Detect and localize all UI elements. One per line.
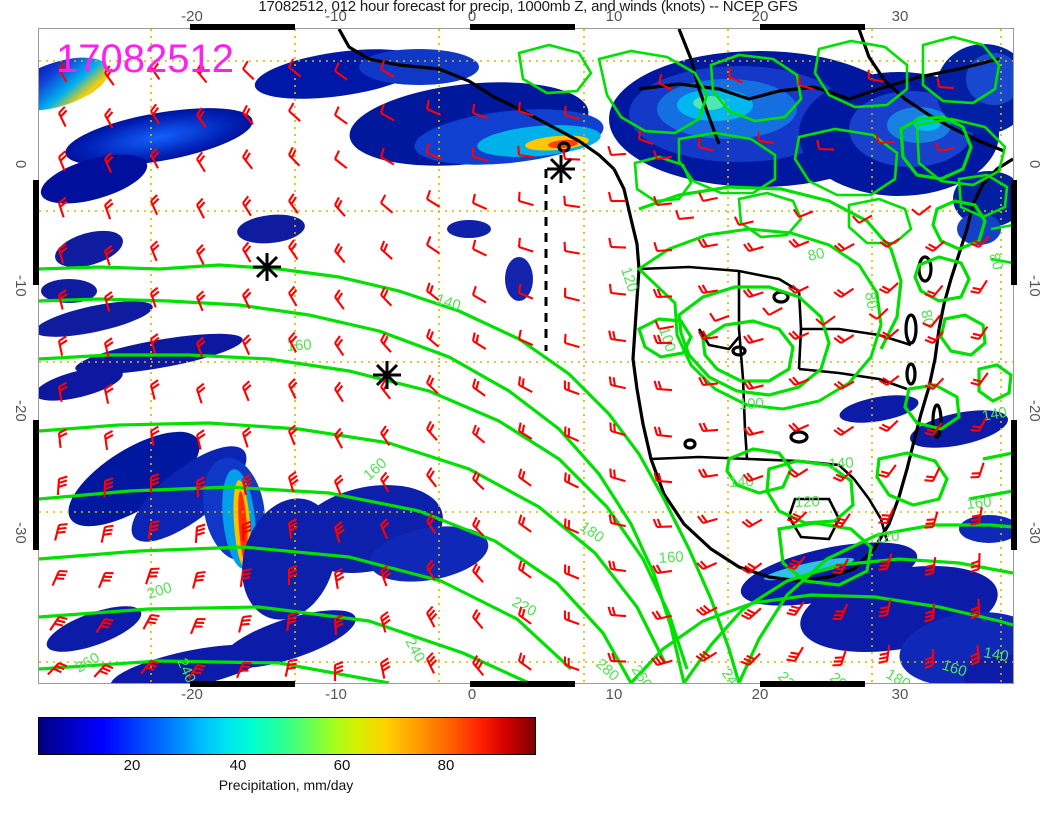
svg-text:160: 160	[940, 657, 969, 681]
map-plot-area[interactable]: 160 120 140 80 80 80 160 180 200 120 220…	[38, 28, 1014, 684]
x-tick-bottom-5: 30	[891, 686, 909, 703]
svg-text:120: 120	[617, 265, 641, 294]
svg-text:80: 80	[917, 308, 937, 328]
colorbar-tick-2: 60	[333, 757, 351, 774]
svg-text:140: 140	[982, 644, 1010, 665]
x-tick-bottom-4: 20	[751, 686, 769, 703]
svg-text:80: 80	[806, 245, 826, 265]
svg-text:140: 140	[434, 291, 463, 315]
x-tick-bottom-2: 0	[467, 686, 477, 703]
svg-text:80: 80	[985, 251, 1006, 272]
station-marker-1[interactable]	[545, 153, 577, 185]
svg-text:120: 120	[795, 493, 821, 511]
y-tick-left-1: -10	[12, 275, 29, 297]
x-tick-bottom-0: -20	[181, 686, 203, 703]
colorbar-label: Precipitation, mm/day	[218, 777, 354, 793]
x-tick-top-3: 10	[605, 8, 623, 25]
x-tick-top-0: -20	[181, 8, 203, 25]
y-tick-right-0: 0	[1026, 160, 1043, 169]
x-tick-bottom-3: 10	[605, 686, 623, 703]
y-tick-left-0: 0	[12, 160, 29, 169]
y-tick-left-2: -20	[12, 400, 29, 422]
run-timestamp-stamp: 17082512	[56, 37, 234, 81]
weather-map-svg: 160 120 140 80 80 80 160 180 200 120 220…	[39, 29, 1013, 683]
svg-text:100: 100	[655, 325, 679, 354]
page-title: 17082512, 012 hour forecast for precip, …	[258, 0, 798, 15]
svg-text:140: 140	[981, 404, 1009, 425]
x-tick-top-1: -10	[325, 8, 347, 25]
y-tick-left-3: -30	[12, 522, 29, 544]
colorbar-tick-1: 40	[229, 757, 247, 774]
svg-text:140: 140	[729, 473, 755, 491]
precipitation-colorbar[interactable]	[38, 717, 536, 755]
colorbar-tick-0: 20	[123, 757, 141, 774]
svg-text:80: 80	[861, 291, 881, 310]
x-tick-top-2: 0	[467, 8, 477, 25]
station-marker-3[interactable]	[371, 359, 403, 391]
svg-text:160: 160	[658, 548, 684, 567]
x-tick-top-4: 20	[751, 8, 769, 25]
svg-text:120: 120	[874, 527, 901, 547]
y-tick-right-2: -20	[1026, 400, 1043, 422]
y-tick-right-1: -10	[1026, 275, 1043, 297]
colorbar-tick-3: 80	[437, 757, 455, 774]
station-marker-2[interactable]	[251, 251, 283, 283]
svg-text:160: 160	[966, 493, 993, 513]
svg-text:140: 140	[828, 454, 854, 473]
y-tick-right-3: -30	[1026, 522, 1043, 544]
x-tick-top-5: 30	[891, 8, 909, 25]
x-tick-bottom-1: -10	[325, 686, 347, 703]
svg-text:100: 100	[739, 395, 765, 413]
svg-text:200: 200	[145, 579, 174, 603]
map-canvas: 160 120 140 80 80 80 160 180 200 120 220…	[39, 29, 1013, 683]
